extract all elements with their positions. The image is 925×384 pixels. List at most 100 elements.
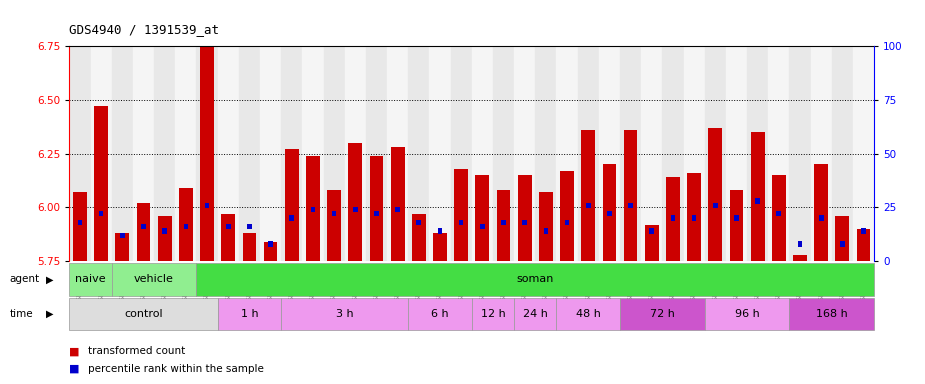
Bar <box>671 215 675 221</box>
Bar <box>734 215 739 221</box>
Bar <box>561 171 574 261</box>
Bar <box>69 263 112 296</box>
Text: 1 h: 1 h <box>240 309 258 319</box>
Text: agent: agent <box>9 274 40 285</box>
Bar <box>620 46 641 261</box>
Bar <box>99 211 104 217</box>
Text: vehicle: vehicle <box>134 274 174 285</box>
Bar <box>142 224 146 229</box>
Text: 12 h: 12 h <box>481 309 505 319</box>
Bar <box>204 202 209 208</box>
Bar <box>789 46 810 261</box>
Bar <box>776 211 781 217</box>
Bar <box>730 190 744 261</box>
Bar <box>438 228 442 234</box>
Bar <box>475 175 489 261</box>
Bar <box>620 298 705 330</box>
Text: ■: ■ <box>69 346 80 356</box>
Bar <box>226 224 230 229</box>
Bar <box>810 46 832 261</box>
Text: ▶: ▶ <box>46 274 54 285</box>
Bar <box>416 220 421 225</box>
Bar <box>459 220 463 225</box>
Text: 96 h: 96 h <box>734 309 759 319</box>
Bar <box>73 192 87 261</box>
Bar <box>628 202 633 208</box>
Text: 6 h: 6 h <box>431 309 449 319</box>
Bar <box>221 214 235 261</box>
Text: soman: soman <box>516 274 554 285</box>
Bar <box>557 46 577 261</box>
Bar <box>641 46 662 261</box>
Text: time: time <box>9 309 33 319</box>
Text: control: control <box>124 309 163 319</box>
Bar <box>756 198 760 204</box>
Bar <box>709 128 722 261</box>
Bar <box>285 149 299 261</box>
Bar <box>454 169 468 261</box>
Bar <box>116 233 130 261</box>
Bar <box>793 255 807 261</box>
Bar <box>175 46 196 261</box>
Bar <box>306 156 320 261</box>
Bar <box>158 216 171 261</box>
Bar <box>602 164 616 261</box>
Bar <box>281 46 302 261</box>
Bar <box>281 298 408 330</box>
Bar <box>290 215 294 221</box>
Bar <box>539 192 553 261</box>
Text: transformed count: transformed count <box>88 346 185 356</box>
Bar <box>645 225 659 261</box>
Bar <box>769 46 789 261</box>
Bar <box>268 241 273 247</box>
Bar <box>91 46 112 261</box>
Bar <box>607 211 611 217</box>
Text: GDS4940 / 1391539_at: GDS4940 / 1391539_at <box>69 23 219 36</box>
Bar <box>835 216 849 261</box>
Bar <box>370 156 383 261</box>
Bar <box>544 228 549 234</box>
Bar <box>861 228 866 234</box>
Bar <box>726 46 747 261</box>
Bar <box>666 177 680 261</box>
Bar <box>239 46 260 261</box>
Bar <box>751 132 765 261</box>
Bar <box>311 207 315 212</box>
Bar <box>94 106 108 261</box>
Bar <box>819 215 823 221</box>
Bar <box>163 228 167 234</box>
Bar <box>120 233 125 238</box>
Bar <box>772 175 785 261</box>
Bar <box>387 46 408 261</box>
Bar <box>78 220 82 225</box>
Bar <box>112 46 133 261</box>
Bar <box>684 46 705 261</box>
Bar <box>196 263 874 296</box>
Bar <box>324 46 345 261</box>
Bar <box>332 211 337 217</box>
Bar <box>429 46 450 261</box>
Bar <box>814 164 828 261</box>
Text: ■: ■ <box>69 364 80 374</box>
Bar <box>518 175 532 261</box>
Bar <box>217 298 281 330</box>
Bar <box>857 229 870 261</box>
Bar <box>395 207 400 212</box>
Bar <box>692 215 697 221</box>
Bar <box>345 46 366 261</box>
Bar <box>853 46 874 261</box>
Bar <box>789 298 874 330</box>
Bar <box>472 298 514 330</box>
Bar <box>374 211 378 217</box>
Bar <box>242 233 256 261</box>
Bar <box>797 241 802 247</box>
Text: 24 h: 24 h <box>523 309 548 319</box>
Bar <box>327 190 341 261</box>
Bar <box>557 298 620 330</box>
Bar <box>450 46 472 261</box>
Text: 168 h: 168 h <box>816 309 847 319</box>
Text: ▶: ▶ <box>46 309 54 319</box>
Bar <box>179 188 192 261</box>
Bar <box>69 46 91 261</box>
Bar <box>390 147 404 261</box>
